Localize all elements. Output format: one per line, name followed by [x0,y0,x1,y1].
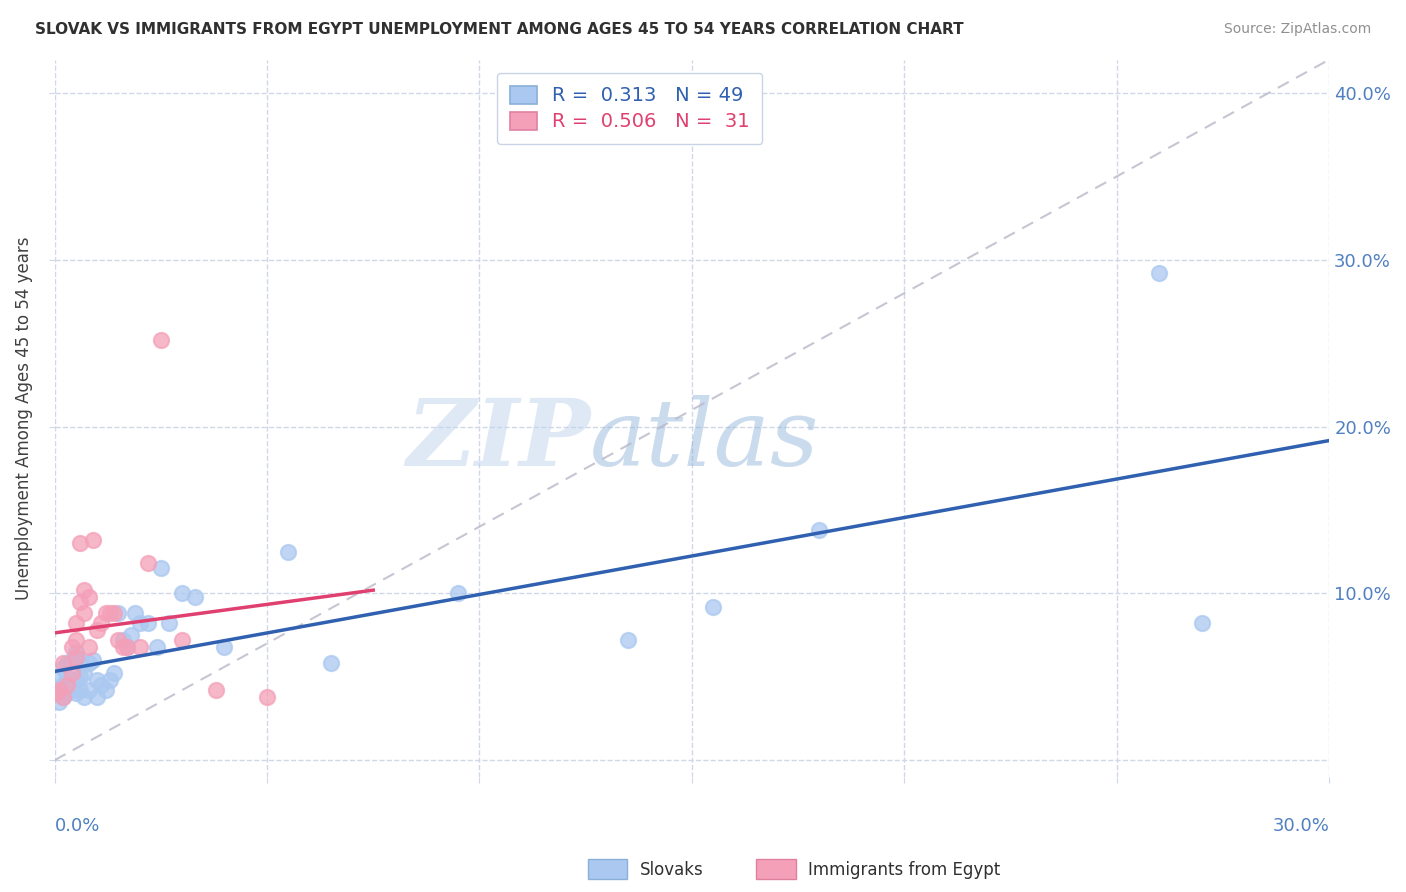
Point [73,690,96,704]
Text: Slovaks: Slovaks [640,861,703,879]
Point [184,590,207,604]
Point [69,536,91,550]
Point [56,678,79,692]
Point [65,616,87,631]
Point [48,695,70,709]
Point [94,683,117,698]
Point [319,657,342,671]
Point [103,666,125,681]
Point [65,633,87,648]
Text: SLOVAK VS IMMIGRANTS FROM EGYPT UNEMPLOYMENT AMONG AGES 45 TO 54 YEARS CORRELATI: SLOVAK VS IMMIGRANTS FROM EGYPT UNEMPLOY… [35,22,963,37]
Point [77,590,100,604]
Point [111,633,134,648]
Point [44,686,66,700]
Point [128,640,150,654]
Point [90,678,112,692]
Text: 30.0%: 30.0% [1272,817,1329,835]
Point [115,640,138,654]
Point [77,657,100,671]
Point [77,640,100,654]
Point [60,666,83,681]
Point [52,657,75,671]
Point [107,607,129,621]
Point [82,533,104,547]
Point [56,657,79,671]
Y-axis label: Unemployment Among Ages 45 to 54 years: Unemployment Among Ages 45 to 54 years [15,236,32,600]
Point [56,686,79,700]
Point [170,633,193,648]
Point [65,649,87,664]
Point [86,690,108,704]
Point [149,561,172,575]
Point [60,640,83,654]
Point [136,557,159,571]
Point [157,616,180,631]
Point [52,678,75,692]
Point [65,673,87,687]
Point [52,690,75,704]
Point [702,599,724,614]
Point [86,623,108,637]
Point [98,607,121,621]
Text: ZIP: ZIP [406,395,591,484]
Point [128,616,150,631]
Point [69,595,91,609]
Point [65,686,87,700]
Point [69,683,91,698]
Point [98,673,121,687]
Point [107,633,129,648]
Point [73,607,96,621]
Point [145,640,167,654]
Point [60,683,83,698]
Point [136,616,159,631]
Point [65,645,87,659]
Point [73,583,96,598]
Point [86,673,108,687]
Point [44,686,66,700]
Point [52,690,75,704]
Point [1191,616,1213,631]
Point [1149,266,1171,280]
Point [115,640,138,654]
Point [120,628,142,642]
Point [170,586,193,600]
Point [69,670,91,684]
Point [94,607,117,621]
Point [90,616,112,631]
Text: 0.0%: 0.0% [55,817,100,835]
Point [256,690,278,704]
Point [73,666,96,681]
Text: Source: ZipAtlas.com: Source: ZipAtlas.com [1223,22,1371,37]
Point [149,333,172,347]
Point [447,586,470,600]
Point [69,653,91,667]
Point [277,544,299,558]
Point [214,640,236,654]
Point [808,523,831,537]
Legend: R =  0.313   N = 49, R =  0.506   N =  31: R = 0.313 N = 49, R = 0.506 N = 31 [498,72,762,145]
Point [124,607,146,621]
Point [48,683,70,698]
Point [48,670,70,684]
Text: Immigrants from Egypt: Immigrants from Egypt [808,861,1001,879]
Point [60,653,83,667]
Point [52,661,75,675]
Point [205,683,228,698]
Point [77,683,100,698]
Text: atlas: atlas [591,395,820,484]
Point [103,607,125,621]
Point [56,670,79,684]
Point [617,633,640,648]
Point [111,640,134,654]
Point [82,653,104,667]
